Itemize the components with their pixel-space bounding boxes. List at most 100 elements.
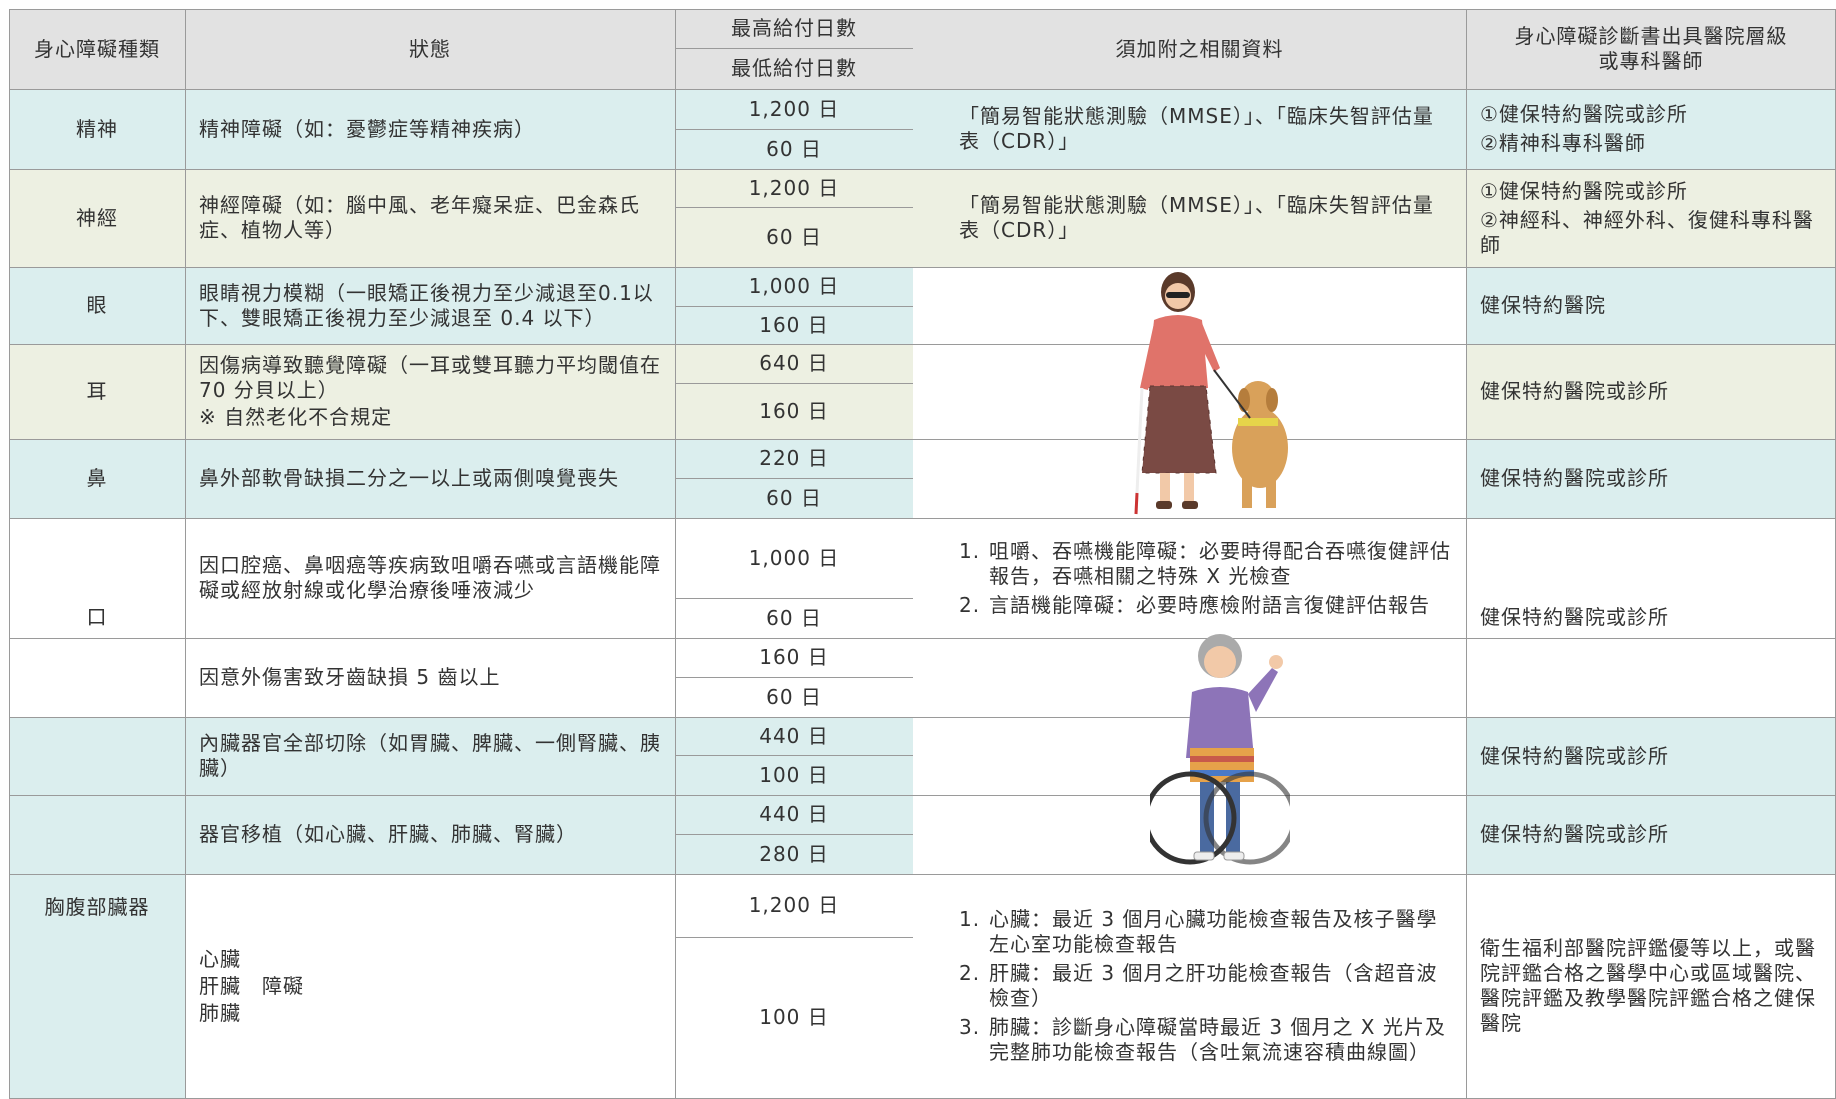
max-days-cell: 1,000 日: [675, 518, 913, 598]
category-text: 鼻: [86, 466, 108, 490]
max-days: 640 日: [759, 351, 829, 375]
status-text: 因口腔癌、鼻咽癌等疾病致咀嚼吞嚥或言語機能障礙或經放射線或化學治療後唾液減少: [199, 553, 661, 602]
max-days: 1,200 日: [748, 96, 840, 121]
max-days: 440 日: [759, 723, 829, 748]
status-text: 精神障礙（如：憂鬱症等精神疾病）: [199, 116, 535, 141]
category-cell: 耳: [9, 344, 185, 439]
status-text: 眼睛視力模糊（一眼矯正後視力至少減退至0.1以下、雙眼矯正後視力至少減退至 0.…: [199, 280, 654, 330]
max-days-cell: 440 日: [675, 717, 913, 755]
max-days-cell: 1,200 日: [675, 874, 913, 937]
item-number: 1.: [959, 907, 981, 931]
attachments-item: 2. 言語機能障礙：必要時應檢附語言復健評估報告: [959, 593, 1430, 618]
grid-line: [675, 9, 676, 1098]
category-cell: 精神: [9, 89, 185, 169]
hospital-text: 健保特約醫院: [1480, 293, 1606, 317]
status-cell: 因傷病導致聽覺障礙（一耳或雙耳聽力平均閾值在 70 分貝以上） ※ 自然老化不合規…: [185, 344, 675, 439]
header-cell: 狀態: [185, 9, 675, 89]
item-number: 1.: [959, 538, 981, 563]
attachments-cell: 1. 心臟：最近 3 個月心臟功能檢查報告及核子醫學左心室功能檢查報告 2. 肝臟：最…: [913, 874, 1466, 1098]
grid-line: [675, 306, 913, 307]
status-cell: 心臟 肝臟 障礙 肺臟: [185, 874, 675, 1098]
status-text: 神經障礙（如：腦中風、老年癡呆症、巴金森氏症、植物人等）: [199, 193, 640, 242]
grid-line: [675, 937, 913, 938]
grid-line: [9, 9, 10, 1098]
status-text: 鼻外部軟骨缺損二分之一以上或兩側嗅覺喪失: [199, 466, 619, 490]
grid-line: [9, 267, 1836, 268]
hospital-text: ①健保特約醫院或診所: [1480, 102, 1688, 126]
category-cell: 鼻: [9, 439, 185, 518]
grid-line: [1466, 9, 1467, 1098]
hospital-cell: ①健保特約醫院或診所 ②神經科、神經外科、復健科專科醫師: [1466, 169, 1836, 267]
status-text: ※ 自然老化不合規定: [199, 405, 393, 429]
max-days-cell: 220 日: [675, 439, 913, 478]
attachments-item: 3. 肺臟：診斷身心障礙當時最近 3 個月之 X 光片及完整肺功能檢查報告（含吐氣…: [959, 1015, 1452, 1065]
hospital-text: 健保特約醫院或診所: [1480, 822, 1669, 846]
header-cell: [913, 9, 933, 89]
max-days: 1,200 日: [748, 893, 840, 917]
header-cell: 最低給付日數: [675, 48, 913, 89]
status-text: 肝臟 障礙: [199, 973, 304, 998]
item-text: 肺臟：診斷身心障礙當時最近 3 個月之 X 光片及完整肺功能檢查報告（含吐氣流速…: [989, 1015, 1446, 1064]
grid-line: [675, 383, 913, 384]
item-text: 咀嚼、吞嚥機能障礙：必要時得配合吞嚥復健評估報告，吞嚥相關之特殊 X 光檢查: [989, 538, 1451, 588]
min-days: 60 日: [766, 136, 822, 161]
grid-line: [9, 874, 1836, 875]
min-days: 280 日: [759, 841, 829, 866]
grid-line: [9, 9, 1836, 10]
item-text: 言語機能障礙：必要時應檢附語言復健評估報告: [989, 592, 1430, 617]
max-days-cell: 160 日: [675, 638, 913, 677]
hospital-cell: 健保特約醫院或診所: [1466, 344, 1836, 439]
header-cell: 身心障礙種類: [9, 9, 185, 89]
max-days-cell: 440 日: [675, 795, 913, 834]
hospital-text: ②神經科、神經外科、復健科專科醫師: [1480, 207, 1814, 257]
header-text: 或專科醫師: [1598, 49, 1704, 73]
min-days: 160 日: [759, 398, 829, 423]
min-days-cell: 160 日: [675, 306, 913, 344]
hospital-text: 健保特約醫院或診所: [1480, 605, 1669, 629]
category-text: 口: [86, 605, 108, 629]
grid-line: [9, 795, 1836, 796]
min-days: 100 日: [759, 762, 829, 787]
category-text: 神經: [76, 205, 118, 230]
header-text: 狀態: [409, 36, 451, 61]
category-text: 眼: [86, 293, 108, 317]
category-cell: 眼: [9, 267, 185, 344]
status-cell: 眼睛視力模糊（一眼矯正後視力至少減退至0.1以下、雙眼矯正後視力至少減退至 0.…: [185, 267, 675, 344]
status-text: 因意外傷害致牙齒缺損 5 齒以上: [199, 665, 501, 689]
hospital-text: 健保特約醫院或診所: [1480, 466, 1669, 490]
max-days: 220 日: [759, 446, 829, 470]
status-cell: 器官移植（如心臟、肝臟、肺臟、腎臟）: [185, 795, 675, 874]
min-days-cell: 100 日: [675, 755, 913, 795]
min-days: 60 日: [766, 485, 822, 510]
item-number: 2.: [959, 592, 981, 617]
max-days: 160 日: [759, 645, 829, 669]
attachments-item: 1. 心臟：最近 3 個月心臟功能檢查報告及核子醫學左心室功能檢查報告: [959, 907, 1452, 957]
status-cell: 鼻外部軟骨缺損二分之一以上或兩側嗅覺喪失: [185, 439, 675, 518]
category-cell: 神經: [9, 169, 185, 267]
header-text: 身心障礙診斷書出具醫院層級: [1514, 24, 1788, 48]
max-days-cell: 640 日: [675, 344, 913, 383]
grid-line: [675, 207, 913, 208]
min-days-cell: 60 日: [675, 677, 913, 717]
min-days-cell: 60 日: [675, 207, 913, 267]
grid-line: [9, 89, 1836, 90]
illustration-wheelchair-user: [1150, 634, 1290, 865]
status-text: 因傷病導致聽覺障礙（一耳或雙耳聽力平均閾值在 70 分貝以上）: [199, 353, 661, 402]
grid-line: [9, 638, 1836, 639]
hospital-cell: 健保特約醫院或診所: [1466, 795, 1836, 874]
grid-line: [9, 344, 1836, 345]
attachments-item: 1. 咀嚼、吞嚥機能障礙：必要時得配合吞嚥復健評估報告，吞嚥相關之特殊 X 光檢查: [959, 539, 1452, 589]
grid-line: [9, 717, 1836, 718]
header-cell: 須加附之相關資料: [933, 9, 1466, 89]
attachments-cell: 1. 咀嚼、吞嚥機能障礙：必要時得配合吞嚥復健評估報告，吞嚥相關之特殊 X 光檢查…: [913, 518, 1466, 638]
hospital-text: 健保特約醫院或診所: [1480, 379, 1669, 403]
hospital-text: ①健保特約醫院或診所: [1480, 178, 1688, 203]
status-text: 肺臟: [199, 1000, 241, 1025]
category-text: 精神: [76, 116, 118, 141]
item-number: 3.: [959, 1015, 981, 1039]
grid-line: [675, 677, 913, 678]
header-text: 身心障礙種類: [34, 36, 160, 61]
category-text: 胸腹部臟器: [44, 895, 150, 919]
attachments-cell: 「簡易智能狀態測驗（MMSE）」、「臨床失智評估量表（CDR）」: [913, 169, 1466, 267]
header-text: 最低給付日數: [731, 56, 857, 80]
